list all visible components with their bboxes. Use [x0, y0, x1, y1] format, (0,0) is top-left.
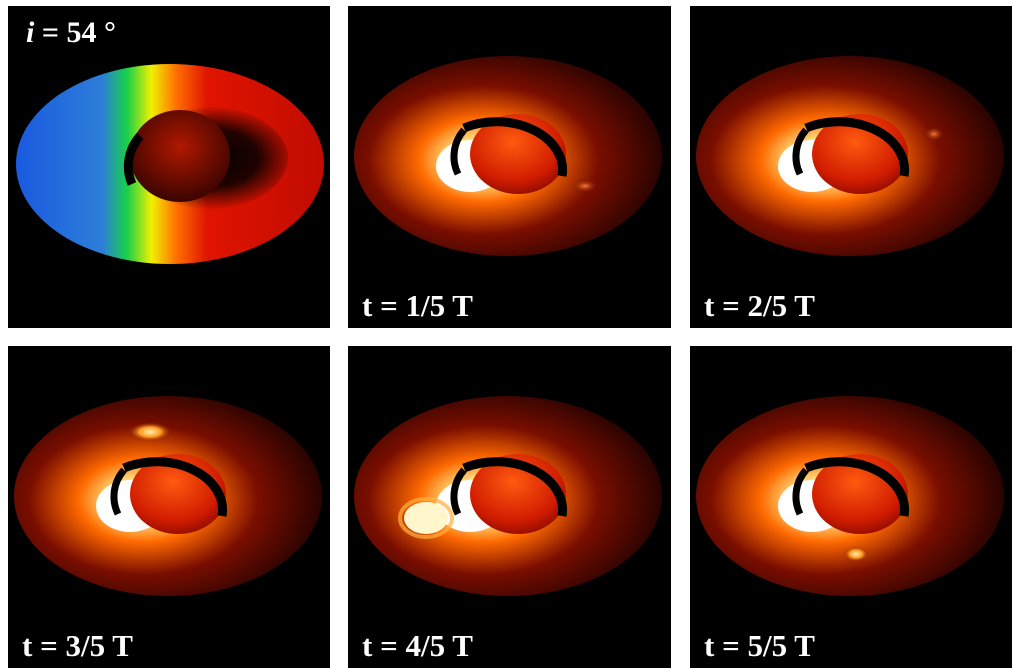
- time-label: t = 5/5 T: [704, 628, 815, 663]
- inclination-label: i = 54 °: [26, 16, 116, 49]
- time-label: t = 1/5 T: [362, 288, 473, 323]
- time-label: t = 4/5 T: [362, 628, 473, 663]
- time-label: t = 2/5 T: [704, 288, 815, 323]
- panel-t-3: t = 3/5 T: [8, 346, 330, 668]
- panel-t-1: t = 1/5 T: [348, 6, 671, 328]
- disk-intensity-image: [354, 396, 662, 596]
- disk-intensity-image: [354, 56, 662, 256]
- panel-t-2: t = 2/5 T: [690, 6, 1012, 328]
- disk-intensity-image: [14, 396, 322, 596]
- disk-intensity-image: [696, 396, 1004, 596]
- panel-t-4: t = 4/5 T: [348, 346, 671, 668]
- time-label: t = 3/5 T: [22, 628, 133, 663]
- velocity-disk-image: [16, 64, 324, 264]
- disk-intensity-image: [696, 56, 1004, 256]
- panel-velocity-map: i = 54 °: [8, 6, 330, 328]
- panel-t-5: t = 5/5 T: [690, 346, 1012, 668]
